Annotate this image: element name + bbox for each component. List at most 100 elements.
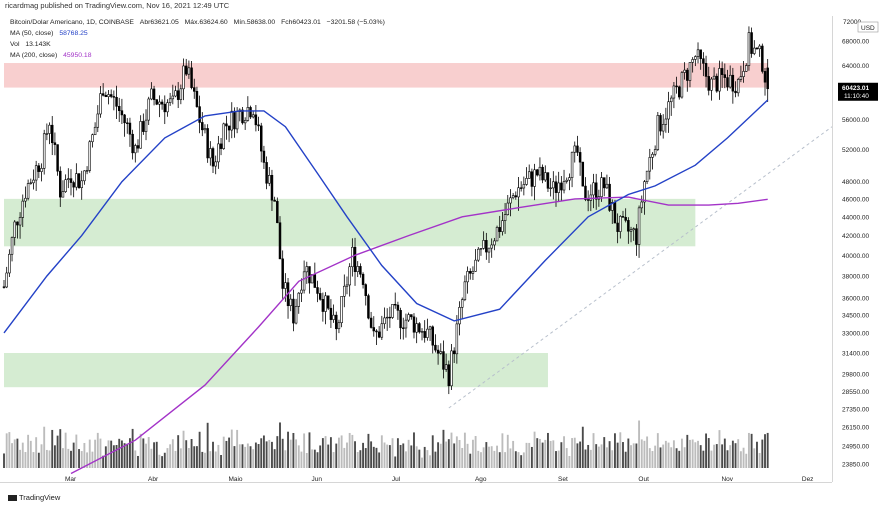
candle-body <box>460 299 464 308</box>
volume-bar <box>635 443 638 468</box>
candle-body <box>246 107 250 121</box>
candle-body <box>586 199 590 201</box>
candle-body <box>139 121 142 149</box>
candle-body <box>318 293 322 300</box>
volume-bar <box>201 451 204 468</box>
volume-bar <box>254 442 257 468</box>
candle-body <box>254 114 258 126</box>
candle-body <box>447 364 451 387</box>
volume-bar <box>364 448 367 468</box>
candle-body <box>498 227 501 232</box>
volume-bar <box>311 449 314 468</box>
volume-bar <box>177 435 180 468</box>
candle-body <box>45 133 49 135</box>
volume-bar <box>745 453 748 468</box>
candle-body <box>463 281 467 301</box>
close-label: Fch <box>281 19 293 26</box>
candle-body <box>720 68 724 75</box>
close-value: 60423.01 <box>292 19 321 26</box>
candle-body <box>131 133 134 154</box>
volume-bar <box>734 443 737 468</box>
volume-bar <box>627 438 630 468</box>
volume-bar <box>480 452 482 468</box>
volume-bar <box>756 441 758 468</box>
volume-bar <box>509 448 512 468</box>
price-tick-label: 56000.00 <box>842 117 869 124</box>
candle-body <box>431 326 434 346</box>
candle-body <box>171 95 175 100</box>
candle-body <box>337 322 341 330</box>
candle-body <box>560 182 563 191</box>
candle-body <box>479 247 483 250</box>
price-tick-label: 48000.00 <box>842 179 869 186</box>
volume-bar <box>437 442 440 468</box>
candle-body <box>359 266 362 275</box>
volume-bar <box>410 445 413 468</box>
volume-bar <box>142 438 145 468</box>
volume-bar <box>600 444 603 468</box>
volume-bar <box>375 447 378 468</box>
indicator-volume[interactable]: Vol 13.143K <box>10 41 51 49</box>
candle-body <box>147 98 150 121</box>
volume-bar <box>614 433 616 468</box>
volume-bar <box>418 449 421 468</box>
candle-body <box>168 98 172 103</box>
volume-bar <box>538 438 541 468</box>
currency-label: USD <box>861 25 875 32</box>
price-tick-label: 36000.00 <box>842 295 869 302</box>
volume-bar <box>482 447 485 468</box>
volume-bar <box>504 452 507 468</box>
candle-body <box>490 244 493 249</box>
candle-body <box>530 171 534 187</box>
volume-bar <box>45 449 48 468</box>
candle-body <box>742 71 745 77</box>
candle-body <box>672 85 676 99</box>
volume-bar <box>131 428 134 468</box>
candle-body <box>664 118 668 125</box>
volume-bar <box>608 441 611 468</box>
candle-body <box>176 90 180 100</box>
candle-body <box>669 97 673 103</box>
volume-bar <box>439 443 442 468</box>
candle-body <box>50 124 54 144</box>
candle-body <box>699 49 702 60</box>
volume-bar <box>209 451 212 468</box>
volume-bar <box>110 440 113 468</box>
candle-body <box>707 76 710 91</box>
indicator-ma50[interactable]: MA (50, close) 58768.25 <box>10 30 88 38</box>
candle-body <box>653 149 657 155</box>
candle-body <box>369 317 373 328</box>
volume-bar <box>672 440 675 468</box>
volume-bar <box>190 439 193 468</box>
candle-body <box>99 93 102 115</box>
volume-bar <box>338 437 340 468</box>
volume-bar <box>206 422 209 468</box>
candle-body <box>117 105 121 112</box>
candle-body <box>680 72 684 98</box>
candle-body <box>393 303 397 306</box>
candle-body <box>412 316 416 333</box>
volume-bar <box>313 449 316 468</box>
candle-body <box>723 74 727 78</box>
candle-body <box>635 228 638 245</box>
low-label: Mín. <box>233 19 247 26</box>
volume-bar <box>268 439 271 468</box>
candle-body <box>554 181 558 193</box>
volume-bar <box>670 447 673 468</box>
volume-bar <box>316 452 319 468</box>
volume-bar <box>241 444 244 468</box>
volume-bar <box>308 432 311 468</box>
indicator-ma200[interactable]: MA (200, close) 45950.18 <box>10 52 91 60</box>
volume-bar <box>43 426 46 468</box>
candle-body <box>217 143 220 163</box>
candle-body <box>209 148 212 159</box>
volume-bar <box>273 449 276 468</box>
tradingview-brand[interactable]: TradingView <box>8 493 60 502</box>
candle-body <box>101 93 105 96</box>
volume-bar <box>630 445 632 468</box>
volume-bar <box>24 452 27 468</box>
volume-bar <box>766 432 769 468</box>
candle-body <box>552 181 555 189</box>
volume-bar <box>228 437 231 468</box>
